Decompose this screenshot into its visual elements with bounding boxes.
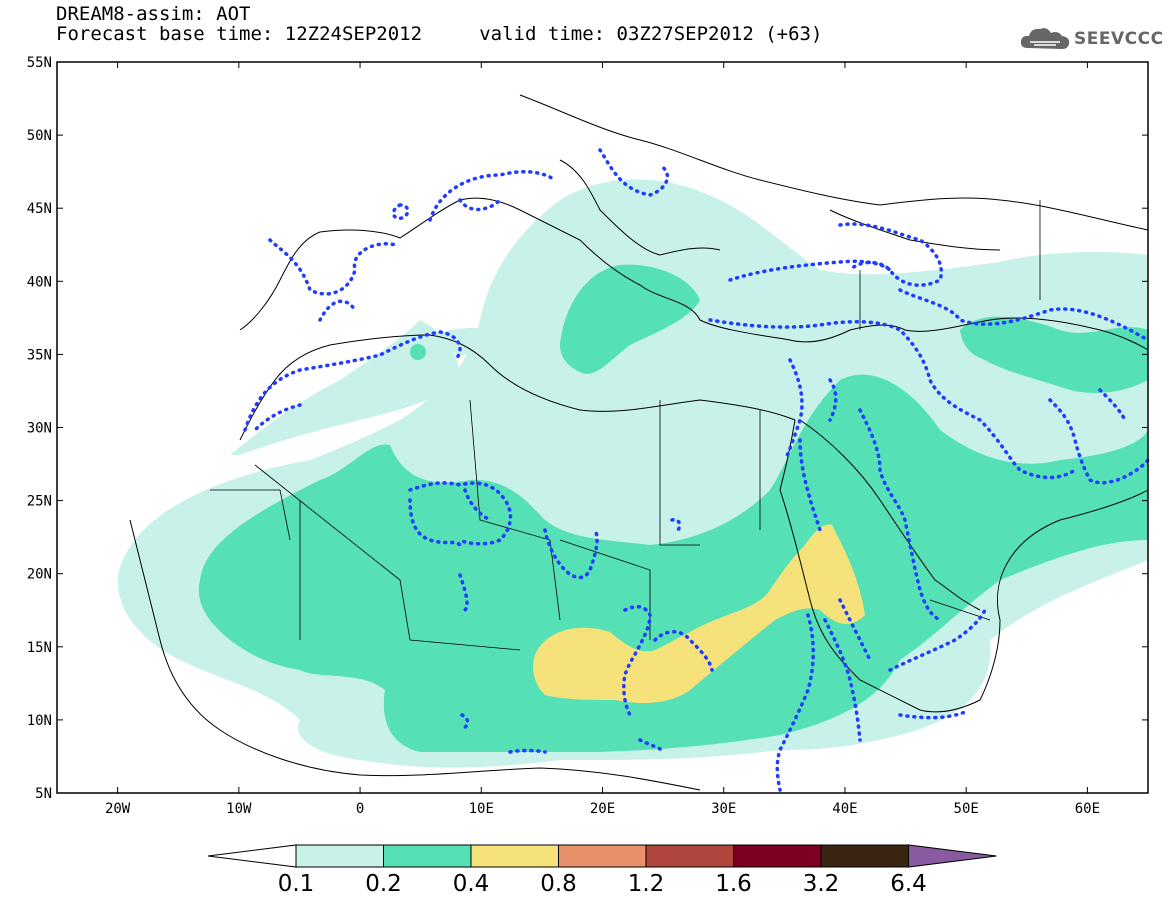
colorbar-label: 1.2 [628,871,665,897]
lat-tick-label: 5N [35,786,52,802]
colorbar-label: 3.2 [803,871,840,897]
lat-tick-label: 55N [27,55,52,71]
colorbar-swatch [470,844,559,868]
coastlines [129,94,1149,791]
cloud-icon [1020,28,1070,49]
country-borders [210,200,1041,651]
lat-tick-label: 50N [27,128,52,144]
colorbar-low-arrow [207,844,297,868]
lat-tick-label: 20N [27,567,52,583]
map-axes: 55N 50N 45N 40N 35N 30N 25N 20N 15N 10N 5N 20W 10W 0 1… [27,55,1148,817]
colorbar-label: 6.4 [890,871,927,897]
colorbar-label: 0.2 [365,871,402,897]
colorbar-swatch [820,844,909,868]
lon-tick-label: 10W [226,801,252,817]
lon-tick-label: 30E [711,801,736,817]
lat-tick-label: 30N [27,421,52,437]
colorbar-swatch [733,844,822,868]
aot-band-0.4-0.8 [533,524,865,703]
lat-tick-label: 35N [27,347,52,363]
chart-title: DREAM8-assim: AOT [56,3,251,25]
lon-tick-label: 20W [105,801,131,817]
aot-contours-dotted [243,148,1150,792]
colorbar-swatch [558,844,647,868]
lat-tick-label: 25N [27,494,52,510]
logo-text: SEEVCCC [1074,29,1164,49]
lon-tick-label: 10E [469,801,494,817]
lat-tick-label: 40N [27,274,52,290]
colorbar-swatch [645,844,734,868]
colorbar-high-arrow [908,844,997,868]
lat-tick-label: 45N [27,201,52,217]
lat-tick-label: 10N [27,713,52,729]
forecast-time-line: Forecast base time: 12Z24SEP2012 valid t… [56,23,823,45]
seevccc-logo: SEEVCCC [1018,22,1164,56]
colorbar-label: 0.1 [278,871,315,897]
colorbar-label: 0.4 [453,871,490,897]
colorbar-swatch [383,844,472,868]
lon-tick-label: 20E [590,801,615,817]
lon-tick-label: 0 [356,801,364,817]
lon-tick-label: 40E [832,801,857,817]
aot-colorbar: 0.1 0.2 0.4 0.8 1.2 1.6 3.2 6.4 [207,844,997,897]
lon-tick-label: 60E [1075,801,1100,817]
lon-tick-label: 50E [954,801,979,817]
aot-band-0.2-0.4 [198,264,1148,752]
colorbar-label: 0.8 [540,871,577,897]
colorbar-label: 1.6 [715,871,752,897]
lat-tick-label: 15N [27,640,52,656]
colorbar-swatch [295,844,384,868]
